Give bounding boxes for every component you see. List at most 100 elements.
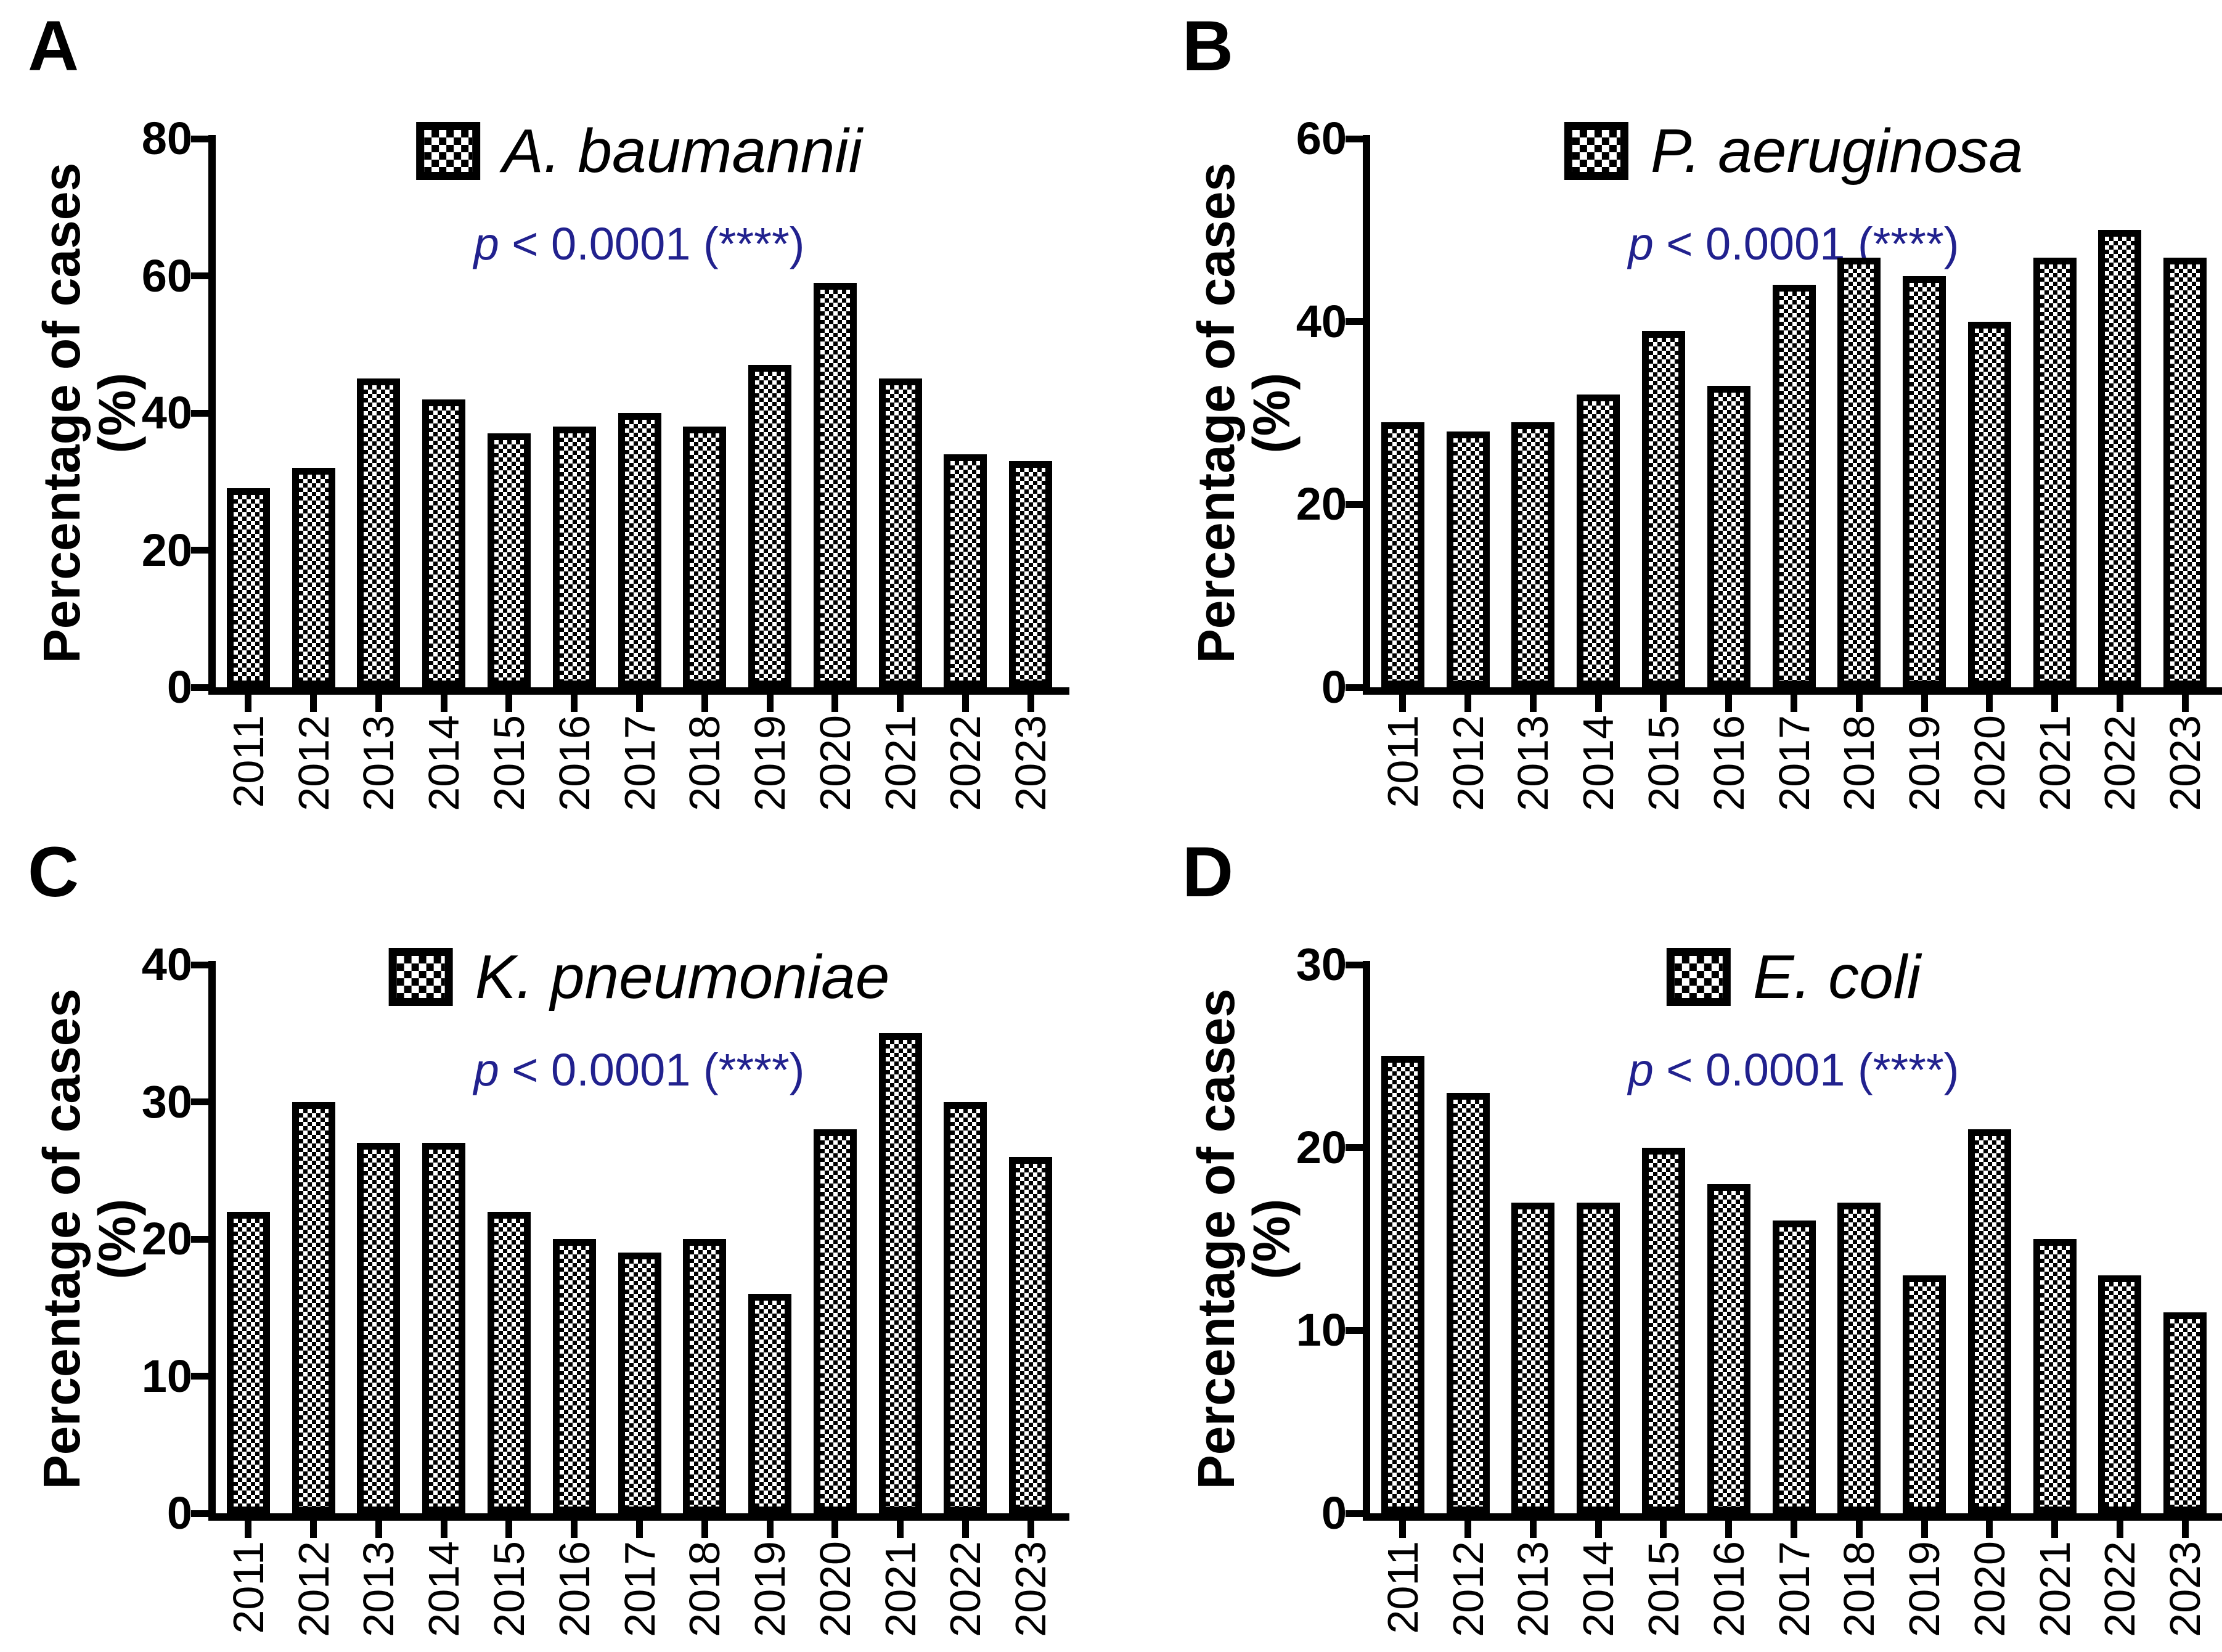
y-tick-label: 40 — [141, 939, 192, 990]
x-tick-mark — [1399, 1521, 1407, 1538]
bar-2016 — [552, 427, 596, 687]
x-tick-label-2016: 2016 — [1704, 1541, 1753, 1637]
bar-2022 — [944, 1102, 987, 1513]
y-tick-mark — [1346, 1144, 1363, 1151]
bar-2021 — [878, 378, 922, 687]
x-tick-mark — [1027, 1521, 1034, 1538]
x-tick-label-2015: 2015 — [484, 1541, 533, 1637]
y-tick-mark — [191, 1098, 208, 1105]
x-tick-mark — [1986, 1521, 1993, 1538]
y-tick-label: 0 — [1321, 1487, 1347, 1539]
x-tick-mark — [1595, 695, 1602, 712]
x-tick-mark — [962, 1521, 969, 1538]
bar-2013 — [357, 378, 401, 687]
bar-2015 — [487, 1211, 531, 1513]
bar-2016 — [1707, 385, 1750, 687]
legend-species-label: K. pneumoniae — [475, 943, 890, 1012]
plot-area: 0 10 20 30 40 2011 2012 2013 2014 2015 2016 2017 201… — [0, 826, 1111, 1652]
p-symbol: p — [473, 218, 499, 269]
y-tick-label: 40 — [141, 387, 192, 438]
x-tick-mark — [636, 1521, 643, 1538]
legend: K. pneumoniae — [388, 943, 890, 1012]
x-tick-mark — [375, 1521, 382, 1538]
x-tick-mark — [1529, 695, 1537, 712]
bar-2021 — [878, 1033, 922, 1513]
x-tick-label-2014: 2014 — [420, 1541, 468, 1637]
x-axis-line — [208, 687, 1069, 695]
checkerboard-legend-swatch — [1564, 122, 1628, 180]
y-tick-mark — [191, 409, 208, 417]
p-value-annotation: p < 0.0001 (****) — [1628, 217, 1959, 272]
y-tick-label: 10 — [1296, 1304, 1347, 1356]
legend: A. baumannii — [416, 120, 862, 182]
bar-2015 — [1641, 330, 1685, 687]
bar-2016 — [1707, 1184, 1750, 1513]
bar-2018 — [1837, 1202, 1881, 1513]
y-tick-mark — [191, 684, 208, 691]
y-tick-mark — [1346, 684, 1363, 691]
bar-2019 — [748, 365, 792, 687]
bar-2016 — [552, 1239, 596, 1513]
x-tick-mark — [1725, 1521, 1733, 1538]
x-tick-label-2019: 2019 — [746, 1541, 794, 1637]
bar-2012 — [1446, 1092, 1490, 1513]
y-tick-mark — [191, 135, 208, 142]
x-tick-label-2013: 2013 — [1509, 1541, 1558, 1637]
x-tick-mark — [701, 1521, 708, 1538]
p-text: < 0.0001 (****) — [499, 1044, 805, 1095]
p-text: < 0.0001 (****) — [499, 218, 805, 269]
bar-2022 — [944, 454, 987, 687]
y-tick-label: 10 — [141, 1350, 192, 1402]
y-tick-mark — [191, 1510, 208, 1517]
y-axis-line — [1363, 135, 1370, 695]
y-tick-label: 60 — [141, 250, 192, 301]
p-value-annotation: p < 0.0001 (****) — [1628, 1043, 1959, 1098]
y-tick-label: 0 — [166, 661, 192, 713]
panel-a: A Percentage of cases (%) A. baumannii p… — [0, 0, 1111, 826]
x-tick-mark — [1660, 1521, 1667, 1538]
x-tick-label-2012: 2012 — [289, 1541, 338, 1637]
bar-2021 — [2033, 1239, 2077, 1513]
x-tick-mark — [1464, 695, 1472, 712]
bar-2017 — [1772, 1221, 1816, 1513]
bar-2014 — [1577, 1202, 1620, 1513]
bar-2017 — [618, 1253, 661, 1513]
x-tick-label-2011: 2011 — [224, 1541, 272, 1634]
bar-2023 — [2163, 1312, 2207, 1513]
x-tick-mark — [831, 695, 839, 712]
x-tick-mark — [2051, 1521, 2059, 1538]
bar-2018 — [1837, 257, 1881, 687]
bar-2014 — [422, 399, 466, 687]
y-tick-label: 80 — [141, 113, 192, 164]
x-tick-mark — [440, 695, 447, 712]
y-tick-mark — [1346, 961, 1363, 968]
y-tick-mark — [1346, 135, 1363, 142]
bar-2021 — [2033, 257, 2077, 687]
bar-2015 — [487, 433, 531, 687]
y-tick-mark — [191, 1235, 208, 1243]
x-tick-mark — [1660, 695, 1667, 712]
p-value-annotation: p < 0.0001 (****) — [474, 1043, 805, 1098]
y-tick-mark — [191, 272, 208, 279]
p-symbol: p — [473, 1044, 499, 1095]
y-tick-mark — [191, 1373, 208, 1380]
p-text: < 0.0001 (****) — [1653, 1044, 1959, 1095]
checkerboard-legend-swatch — [1666, 948, 1731, 1006]
x-tick-mark — [2051, 695, 2059, 712]
x-tick-label-2012: 2012 — [1444, 1541, 1492, 1637]
x-tick-label-2021: 2021 — [876, 1541, 925, 1637]
bar-2018 — [683, 427, 727, 687]
legend-species-label: E. coli — [1752, 943, 1921, 1012]
checkerboard-legend-swatch — [388, 948, 453, 1006]
legend-species-label: P. aeruginosa — [1650, 117, 2024, 186]
x-tick-mark — [1791, 695, 1797, 712]
x-tick-mark — [1529, 1521, 1537, 1538]
bar-2011 — [226, 488, 270, 687]
x-tick-mark — [1791, 1521, 1797, 1538]
y-tick-label: 20 — [1296, 478, 1347, 530]
y-axis-line — [208, 135, 216, 695]
x-tick-mark — [1027, 695, 1034, 712]
y-tick-label: 40 — [1296, 295, 1347, 347]
x-tick-mark — [766, 695, 774, 712]
